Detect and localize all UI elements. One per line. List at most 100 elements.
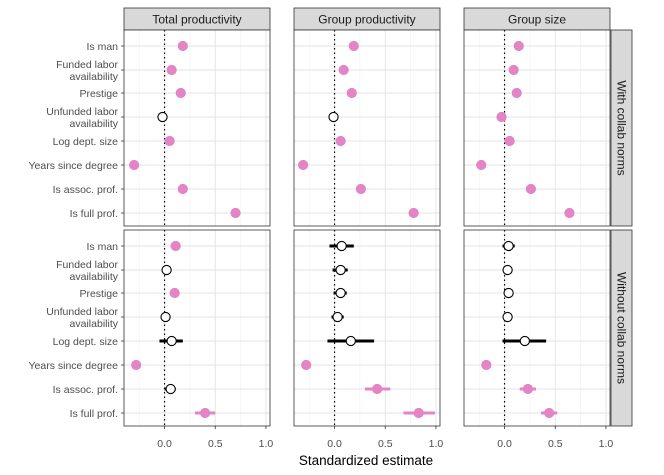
y-tick-label: Log dept. size xyxy=(53,336,119,348)
row-strip-label: With collab norms xyxy=(615,80,629,175)
x-tick-label: 0.0 xyxy=(497,438,512,450)
estimate-point xyxy=(169,287,180,299)
y-tick-label: Log dept. size xyxy=(53,136,119,148)
y-tick-label: Prestige xyxy=(79,88,118,100)
panel-background xyxy=(294,30,440,226)
panel-border xyxy=(463,29,611,227)
estimate-point xyxy=(170,240,181,252)
panel-points-r1-c1 xyxy=(301,240,435,419)
panel-r1-c1 xyxy=(294,230,440,426)
y-tick-label: Years since degree xyxy=(28,360,118,372)
y-tick-label-line: availability xyxy=(70,71,119,83)
x-tick-label: 0.5 xyxy=(208,438,223,450)
panel-border xyxy=(123,29,271,227)
estimate-point xyxy=(476,159,487,171)
estimate-point xyxy=(177,40,188,52)
y-tick-label: Is assoc. prof. xyxy=(53,184,118,196)
facet-strip-label: Total productivity xyxy=(152,13,241,27)
estimate-point xyxy=(332,311,343,323)
y-tick-label: Years since degree xyxy=(28,160,118,172)
estimate-point xyxy=(522,383,533,395)
x-tick-label: 1.0 xyxy=(599,438,614,450)
estimate-point xyxy=(355,183,367,195)
estimate-point xyxy=(177,183,188,195)
panel-r0-c2 xyxy=(464,30,610,226)
x-tick-label: 0.0 xyxy=(327,438,342,450)
estimate-point xyxy=(564,207,575,219)
estimate-point xyxy=(335,135,346,147)
panel-border xyxy=(463,229,611,427)
y-tick-label: Unfunded labor availability xyxy=(46,306,119,330)
x-tick-label: 1.0 xyxy=(259,438,274,450)
y-tick-label: Funded labor availability xyxy=(56,259,119,283)
estimate-point xyxy=(513,40,524,52)
estimate-point xyxy=(166,64,177,76)
estimate-point xyxy=(503,240,514,252)
panel-r0-c0 xyxy=(124,30,270,226)
panel-points-r0-c2 xyxy=(476,40,575,219)
estimate-point xyxy=(335,287,346,299)
panel-background xyxy=(124,230,270,426)
estimate-point xyxy=(200,407,211,419)
estimate-point xyxy=(346,87,357,99)
estimate-point xyxy=(408,207,419,219)
estimate-point xyxy=(165,383,176,395)
estimate-point xyxy=(328,111,339,123)
estimate-point xyxy=(336,240,347,252)
y-tick-label: Prestige xyxy=(79,288,118,300)
x-tick-label: 0.5 xyxy=(548,438,563,450)
estimate-point xyxy=(230,207,241,219)
estimate-point xyxy=(129,159,140,171)
y-tick-label: Is full prof. xyxy=(70,208,118,220)
x-tick-label: 1.0 xyxy=(429,438,444,450)
estimate-point xyxy=(504,135,515,147)
panel-points-r0-c0 xyxy=(129,40,241,219)
y-tick-label-line: Unfunded labor xyxy=(46,306,118,318)
panel-border xyxy=(293,229,441,427)
estimate-point xyxy=(519,335,530,347)
estimate-point xyxy=(502,311,513,323)
x-axis-title: Standardized estimate xyxy=(299,453,433,468)
estimate-point xyxy=(503,287,514,299)
y-tick-label-line: availability xyxy=(70,118,119,130)
y-tick-label-line: Funded labor xyxy=(56,59,118,71)
estimate-point xyxy=(164,135,175,147)
y-tick-label-line: Funded labor xyxy=(56,259,118,271)
estimate-point xyxy=(508,64,519,76)
estimate-point xyxy=(160,311,171,323)
panel-r1-c2 xyxy=(464,230,610,426)
panel-points-r0-c1 xyxy=(298,40,419,219)
estimate-point xyxy=(502,264,513,276)
x-tick-label: 0.0 xyxy=(157,438,172,450)
estimate-point xyxy=(161,264,172,276)
panel-points-r1-c0 xyxy=(131,240,216,419)
y-tick-label: Is assoc. prof. xyxy=(53,384,118,396)
estimate-point xyxy=(157,111,168,123)
estimate-point xyxy=(175,87,186,99)
panel-border xyxy=(123,229,271,427)
y-tick-label: Is full prof. xyxy=(70,408,118,420)
estimate-point xyxy=(413,407,424,419)
estimate-point xyxy=(544,407,555,419)
facet-strip-label: Group productivity xyxy=(318,13,415,27)
panel-points-r1-c2 xyxy=(481,240,558,419)
estimate-point xyxy=(372,383,383,395)
y-tick-label: Is man xyxy=(86,241,118,253)
row-strip-1 xyxy=(610,229,633,427)
estimate-point xyxy=(298,159,309,171)
row-strip-label: Without collab norms xyxy=(615,272,629,384)
estimate-point xyxy=(345,335,356,347)
panel-background xyxy=(124,30,270,226)
x-tick-label: 0.5 xyxy=(378,438,393,450)
estimate-point xyxy=(338,64,349,76)
estimate-point xyxy=(496,111,507,123)
panel-background xyxy=(294,230,440,426)
estimate-point xyxy=(511,87,522,99)
estimate-point xyxy=(525,183,537,195)
y-tick-label: Funded labor availability xyxy=(56,59,119,83)
panel-border xyxy=(293,29,441,227)
panel-r1-c0 xyxy=(124,230,270,426)
panel-background xyxy=(464,30,610,226)
estimate-point xyxy=(166,335,177,347)
